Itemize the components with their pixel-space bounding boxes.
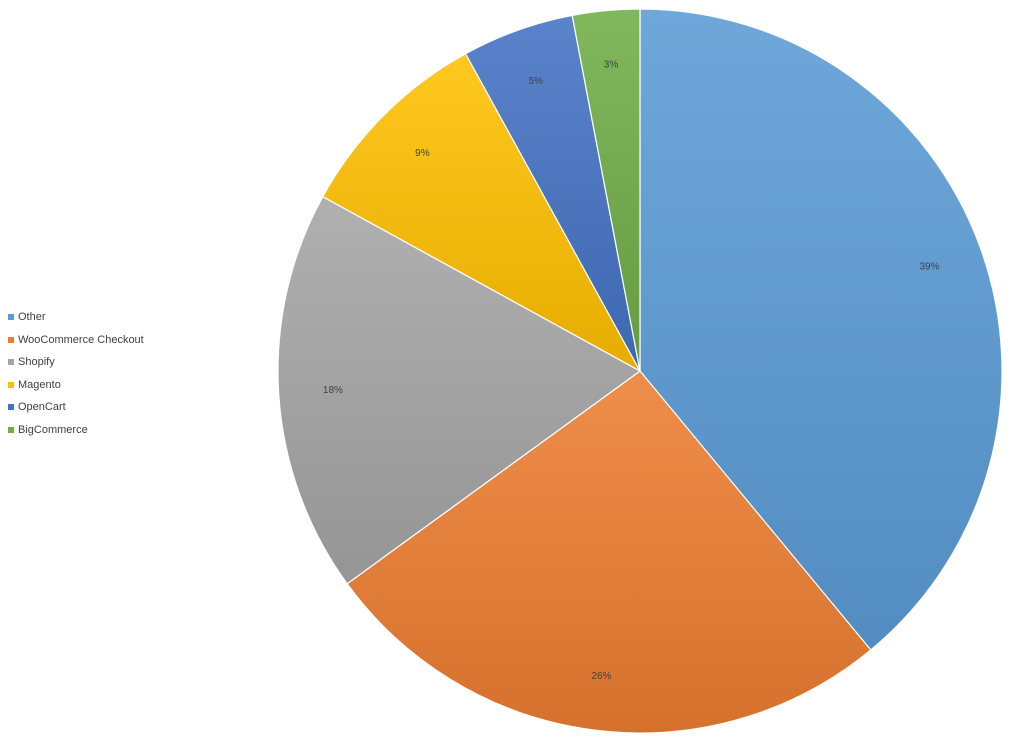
- pie-slice-magento: [321, 52, 642, 373]
- data-label-bigcommerce: 3%: [604, 59, 619, 70]
- legend-label: BigCommerce: [18, 423, 88, 436]
- data-label-magento: 9%: [415, 148, 430, 159]
- legend-item-opencart: OpenCart: [8, 396, 144, 419]
- legend-label: Other: [18, 311, 46, 324]
- pie-slice-shopify: [277, 195, 642, 585]
- legend-item-magento: Magento: [8, 374, 144, 397]
- pie-slices: [277, 8, 1003, 734]
- data-label-other: 39%: [919, 261, 939, 272]
- legend-item-other: Other: [8, 306, 144, 329]
- pie-slice-other: [639, 8, 1003, 651]
- pie-slice-woocommerce-checkout: [346, 370, 872, 734]
- legend-swatch: [8, 314, 14, 321]
- legend-label: OpenCart: [18, 401, 66, 414]
- legend-label: WooCommerce Checkout: [18, 333, 144, 346]
- slice-labels: 39% 26% 18% 9% 5% 3%: [323, 59, 940, 682]
- data-label-woocommerce-checkout: 26%: [591, 671, 611, 682]
- legend-swatch: [8, 359, 14, 366]
- legend-label: Shopify: [18, 356, 55, 369]
- legend-swatch: [8, 381, 14, 388]
- data-label-opencart: 5%: [529, 76, 544, 87]
- legend-swatch: [8, 404, 14, 411]
- chart-legend: Other WooCommerce Checkout Shopify Magento O…: [8, 306, 144, 441]
- legend-item-bigcommerce: BigCommerce: [8, 419, 144, 442]
- legend-label: Magento: [18, 378, 61, 391]
- legend-item-woocommerce-checkout: WooCommerce Checkout: [8, 329, 144, 352]
- legend-swatch: [8, 336, 14, 343]
- legend-item-shopify: Shopify: [8, 351, 144, 374]
- pie-slice-bigcommerce: [571, 8, 641, 372]
- data-label-shopify: 18%: [323, 385, 343, 396]
- legend-swatch: [8, 426, 14, 433]
